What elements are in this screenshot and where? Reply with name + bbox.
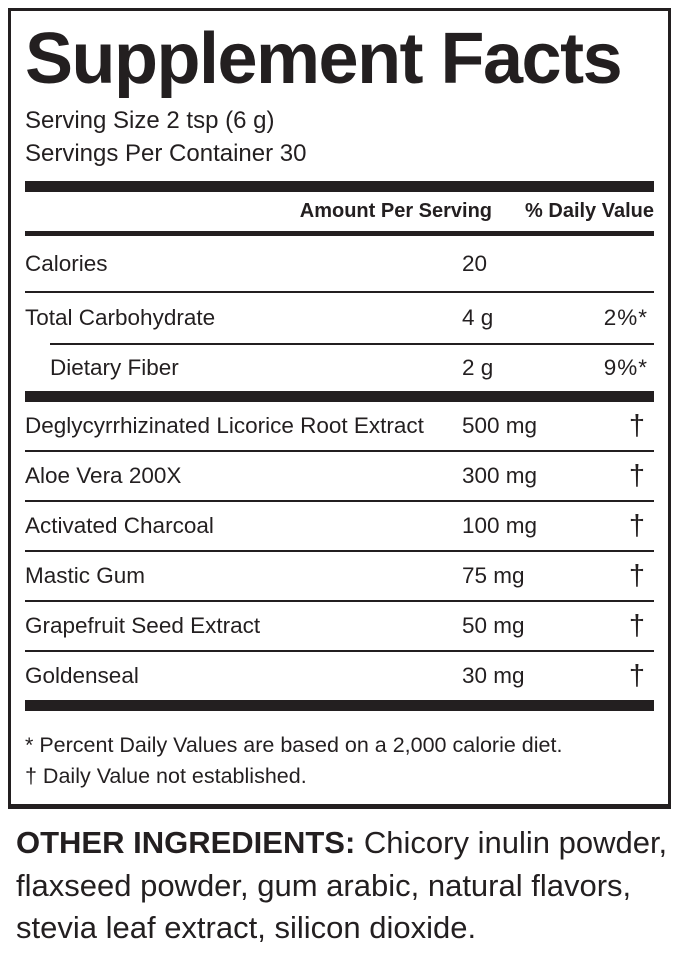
other-ingredients: OTHER INGREDIENTS: Chicory inulin powder… [16,822,668,950]
divider-partial [50,343,654,345]
nutrient-name: Calories [25,250,108,276]
divider-thick [25,391,654,402]
ingredient-amount: 50 mg [462,613,525,638]
ingredient-name: Goldenseal [25,663,139,688]
ingredient-amount: 300 mg [462,463,538,488]
column-header-daily-value: % Daily Value [525,200,654,222]
other-ingredients-text: Chicory inulin powder, flaxseed powder, … [16,825,668,945]
table-row: Dietary Fiber 2 g 9%* [25,345,654,391]
nutrient-amount: 2 g [462,355,494,380]
table-row: Mastic Gum 75 mg † [25,550,654,600]
serving-info: Serving Size 2 tsp (6 g) Servings Per Co… [25,104,654,170]
table-row: Deglycyrrhizinated Licorice Root Extract… [25,402,654,450]
ingredient-amount: 30 mg [462,663,525,688]
table-row: Grapefruit Seed Extract 50 mg † [25,600,654,650]
servings-per-container: Servings Per Container 30 [25,140,307,167]
nutrient-amount: 4 g [462,305,494,330]
ingredient-name: Deglycyrrhizinated Licorice Root Extract [25,413,424,438]
ingredient-daily-value: † [628,409,645,442]
table-row: Total Carbohydrate 4 g 2%* [25,291,654,343]
nutrient-section: Calories 20 Total Carbohydrate 4 g 2%* D… [25,236,654,391]
table-row: Aloe Vera 200X 300 mg † [25,450,654,500]
footnote-daily-values: * Percent Daily Values are based on a 2,… [25,733,563,757]
ingredient-name: Grapefruit Seed Extract [25,613,261,638]
footnote-not-established: † Daily Value not established. [25,764,307,788]
nutrient-daily-value: 2%* [603,305,648,330]
ingredient-amount: 75 mg [462,563,525,588]
table-row: Calories 20 [25,236,654,291]
panel-title: Supplement Facts [25,19,623,99]
ingredient-daily-value: † [628,459,645,492]
ingredient-name: Aloe Vera 200X [25,463,182,488]
ingredient-amount: 500 mg [462,413,538,438]
nutrient-amount: 20 [462,250,488,276]
ingredient-daily-value: † [628,659,645,692]
nutrient-name: Dietary Fiber [50,355,179,380]
ingredient-daily-value: † [628,509,645,542]
ingredient-name: Activated Charcoal [25,513,214,538]
ingredient-amount: 100 mg [462,513,538,538]
column-header-amount: Amount Per Serving [299,200,493,222]
nutrient-name: Total Carbohydrate [25,305,216,330]
ingredient-daily-value: † [628,609,645,642]
table-row: Goldenseal 30 mg † [25,650,654,700]
ingredient-daily-value: † [628,559,645,592]
nutrient-daily-value: 9%* [603,355,648,380]
serving-size: Serving Size 2 tsp (6 g) [25,107,275,134]
table-header-row: Amount Per Serving % Daily Value [25,192,654,236]
footnotes: * Percent Daily Values are based on a 2,… [25,730,654,792]
other-ingredients-label: OTHER INGREDIENTS: [16,825,356,860]
ingredient-name: Mastic Gum [25,563,146,588]
divider-thick [25,700,654,711]
supplement-facts-panel: Supplement Facts Serving Size 2 tsp (6 g… [8,8,671,809]
ingredient-section: Deglycyrrhizinated Licorice Root Extract… [25,402,654,700]
table-row: Activated Charcoal 100 mg † [25,500,654,550]
divider-thick [25,181,654,192]
